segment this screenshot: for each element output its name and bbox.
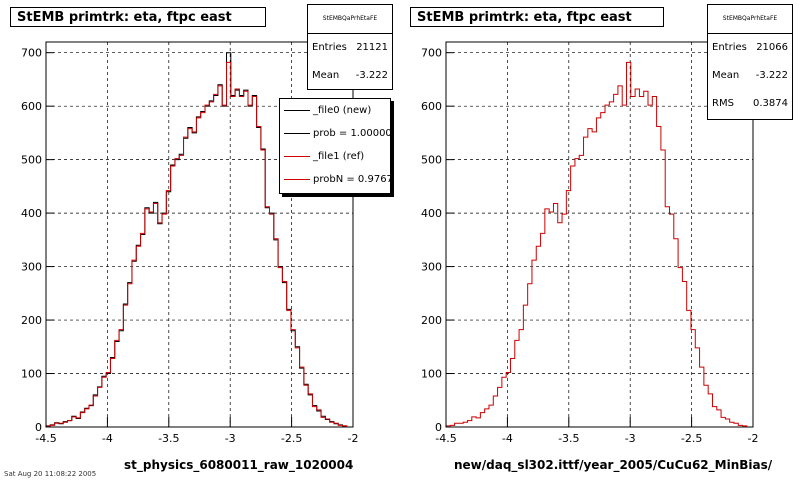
- left-stats-mean-label: Mean: [312, 70, 340, 81]
- right-stats-header: StEMBQaPrhEtaFE: [708, 5, 792, 34]
- x-tick-label: -4.5: [35, 432, 56, 445]
- x-tick-label: -2: [348, 432, 359, 445]
- left-panel: 0 100 200 300 400 500 600 700 -4.5 -4 -3.5 -3 -2.5 -2…: [4, 4, 393, 478]
- y-tick-label: 400: [421, 207, 442, 220]
- right-stats-entries-row: Entries 21066: [708, 34, 792, 62]
- right-stats-rms-value: 0.3874: [753, 98, 788, 109]
- x-tick-label: -4: [502, 432, 513, 445]
- left-chart-title: StEMB primtrk: eta, ftpc east: [10, 7, 266, 27]
- right-chart-title: StEMB primtrk: eta, ftpc east: [410, 7, 664, 27]
- x-tick-label: -2: [748, 432, 759, 445]
- left-x-axis-title: st_physics_6080011_raw_1020004: [124, 458, 354, 472]
- left-stats-header: StEMBQaPrhEtaFE: [308, 5, 392, 34]
- left-stats-entries-value: 21121: [356, 42, 388, 53]
- x-tick-label: -3: [225, 432, 236, 445]
- x-tick-label: -2.5: [281, 432, 302, 445]
- right-stats-rms-row: RMS 0.3874: [708, 90, 792, 118]
- x-tick-label: -3: [625, 432, 636, 445]
- right-stats-mean-row: Mean -3.222: [708, 62, 792, 90]
- legend-entry-prob: prob = 1.000000: [280, 122, 390, 145]
- legend-label-probn: probN = 0.976794: [313, 174, 390, 185]
- right-stats-mean-label: Mean: [712, 70, 740, 81]
- left-stats-entries-label: Entries: [312, 42, 347, 53]
- left-stats-box: StEMBQaPrhEtaFE Entries 21121 Mean -3.22…: [307, 4, 393, 90]
- plot-frame: [445, 41, 754, 428]
- legend-line-black: [284, 110, 310, 111]
- legend-line-red: [284, 156, 310, 157]
- x-tick-label: -2.5: [681, 432, 702, 445]
- right-stats-rms-label: RMS: [712, 98, 734, 109]
- left-legend: _file0 (new) prob = 1.000000 _file1 (ref…: [279, 98, 391, 194]
- x-tick-label: -4: [102, 432, 113, 445]
- left-stats-mean-row: Mean -3.222: [308, 62, 392, 90]
- right-stats-entries-value: 21066: [756, 42, 788, 53]
- footer-timestamp: Sat Aug 20 11:08:22 2005: [4, 470, 97, 478]
- y-tick-label: 0: [435, 421, 442, 434]
- legend-label-prob: prob = 1.000000: [313, 128, 391, 139]
- y-tick-label: 0: [35, 421, 42, 434]
- y-tick-label: 700: [421, 47, 442, 60]
- legend-label-new: _file0 (new): [313, 105, 372, 116]
- legend-entry-ref: _file1 (ref): [280, 145, 390, 168]
- y-tick-label: 400: [21, 207, 42, 220]
- legend-line-red: [284, 179, 310, 180]
- y-tick-label: 500: [21, 154, 42, 167]
- right-stats-box: StEMBQaPrhEtaFE Entries 21066 Mean -3.22…: [707, 4, 793, 120]
- legend-entry-probn: probN = 0.976794: [280, 168, 390, 191]
- histogram-series-line: [445, 61, 748, 427]
- right-histogram: 0 100 200 300 400 500 600 700 -4.5 -4 -3.5 -3 -2.5 -2: [421, 41, 759, 445]
- y-tick-label: 200: [421, 314, 442, 327]
- histogram-series-line: [45, 61, 348, 427]
- legend-entry-new: _file0 (new): [280, 99, 390, 122]
- y-tick-label: 600: [421, 100, 442, 113]
- right-panel: 0 100 200 300 400 500 600 700 -4.5 -4 -3.5 -3 -2.5 -2…: [400, 0, 800, 480]
- x-tick-label: -3.5: [558, 432, 579, 445]
- y-tick-label: 200: [21, 314, 42, 327]
- legend-line-black: [284, 133, 310, 134]
- right-stats-mean-value: -3.222: [755, 70, 788, 81]
- left-stats-mean-value: -3.222: [355, 70, 388, 81]
- y-tick-label: 100: [21, 368, 42, 381]
- right-x-axis-title: new/daq_sl302.ittf/year_2005/CuCu62_MinB…: [454, 458, 773, 472]
- x-tick-label: -3.5: [158, 432, 179, 445]
- y-tick-label: 300: [21, 261, 42, 274]
- y-tick-label: 500: [421, 154, 442, 167]
- y-tick-label: 300: [421, 261, 442, 274]
- y-tick-label: 600: [21, 100, 42, 113]
- left-stats-entries-row: Entries 21121: [308, 34, 392, 62]
- legend-label-ref: _file1 (ref): [313, 151, 365, 162]
- y-tick-label: 100: [421, 368, 442, 381]
- x-tick-label: -4.5: [435, 432, 456, 445]
- right-stats-entries-label: Entries: [712, 42, 747, 53]
- y-tick-label: 700: [21, 47, 42, 60]
